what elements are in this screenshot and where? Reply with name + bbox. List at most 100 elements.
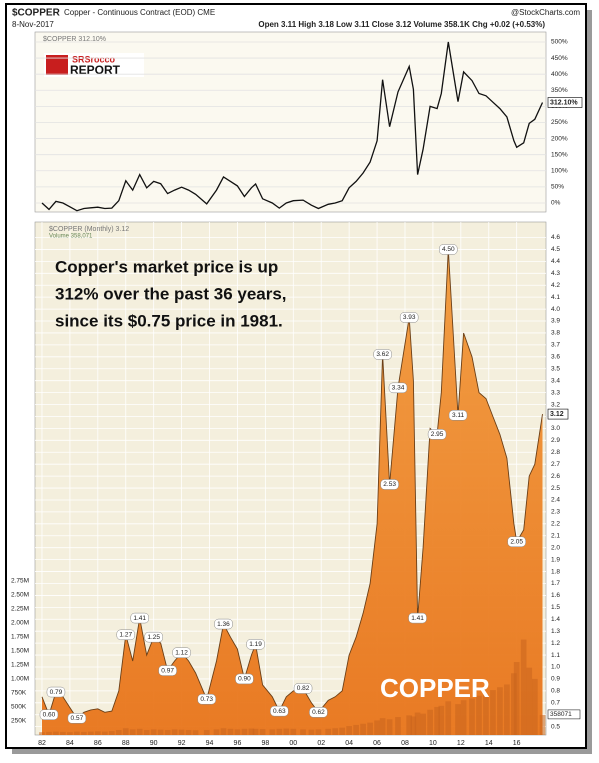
volume-bar: [276, 728, 283, 735]
volume-bar: [300, 729, 306, 735]
volume-bar: [476, 695, 482, 735]
volume-bar: [143, 729, 150, 735]
y-tick-label: 1.5: [551, 604, 560, 611]
y-tick-label: 0.5: [551, 723, 560, 730]
y-tick-label: 200%: [551, 135, 568, 142]
point-label-box: [399, 312, 419, 323]
y-tick-label: 3.4: [551, 377, 560, 384]
legend-entry: Volume 358,071: [49, 234, 93, 240]
y-tick-label: 1.4: [551, 616, 560, 623]
y2-tick-label: 1.50M: [11, 648, 29, 655]
volume-bar: [241, 728, 248, 735]
last-volume-box: [547, 709, 581, 720]
point-label-box: [439, 244, 458, 255]
volume-bar: [367, 722, 373, 735]
y2-tick-label: 750K: [11, 690, 27, 697]
y-tick-label: 4.5: [551, 246, 560, 253]
y-tick-label: 4.2: [551, 282, 560, 289]
point-label: 2.95: [431, 431, 444, 438]
x-tick-label: 92: [178, 740, 186, 747]
x-tick-label: 08: [401, 740, 409, 747]
y-tick-label: 100%: [551, 168, 568, 175]
x-tick-label: 06: [373, 740, 381, 747]
y-tick-label: 250%: [551, 119, 568, 126]
volume-bar: [213, 729, 220, 735]
volume-bar: [360, 723, 366, 735]
point-label-box: [373, 349, 392, 360]
volume-bar: [379, 718, 386, 735]
volume-bar: [94, 731, 101, 735]
logo-top: SRSrocco: [72, 54, 116, 64]
point-label-box: [116, 629, 136, 641]
point-label-box: [309, 707, 328, 718]
y-tick-label: 2.6: [551, 473, 560, 480]
point-label-box: [214, 618, 233, 630]
point-label-box: [158, 665, 177, 676]
volume-bar: [171, 729, 178, 735]
volume-bar: [227, 728, 234, 735]
x-tick-label: 88: [122, 740, 130, 747]
point-label-box: [448, 410, 468, 421]
volume-bar: [539, 714, 546, 735]
point-label-box: [46, 686, 66, 698]
y-tick-label: 1.0: [551, 664, 560, 671]
volume-bar: [150, 729, 157, 735]
point-label: 1.36: [217, 621, 230, 628]
logo-icon: [46, 55, 68, 75]
y-tick-label: 0.8: [551, 688, 560, 695]
y-tick-label: 350%: [551, 87, 568, 94]
x-tick-label: 02: [317, 740, 325, 747]
y-tick-label: 4.6: [551, 234, 560, 241]
volume-bar: [346, 726, 352, 735]
volume-bar: [434, 706, 440, 735]
volume-bar: [122, 728, 129, 735]
y-tick-label: 4.0: [551, 306, 560, 313]
top-panel: [34, 31, 547, 213]
point-label-box: [130, 612, 149, 624]
volume-bar: [445, 701, 452, 735]
y2-tick-label: 1.75M: [11, 633, 29, 640]
volume-bar: [504, 684, 510, 735]
y-tick-label: 1.6: [551, 592, 560, 599]
volume-bar: [252, 728, 259, 735]
y2-tick-label: 1.25M: [11, 662, 29, 669]
point-label: 3.11: [452, 412, 465, 419]
volume-bar: [526, 667, 533, 735]
date: 8-Nov-2017: [12, 20, 54, 29]
point-label: 2.53: [383, 481, 396, 488]
last-value-label: 312.10%: [550, 99, 578, 106]
point-label-box: [246, 639, 265, 650]
point-label: 3.62: [376, 351, 389, 358]
y-tick-label: 2.1: [551, 532, 560, 539]
volume-bar: [469, 698, 475, 735]
volume-bar: [520, 639, 527, 735]
volume-bar: [332, 728, 339, 735]
volume-bar: [414, 712, 421, 735]
legend-entry: $COPPER 312.10%: [43, 36, 106, 43]
point-label: 0.60: [43, 711, 56, 718]
volume-bar: [220, 728, 227, 735]
y2-tick-label: 2.50M: [11, 591, 29, 598]
volume-bar: [164, 729, 171, 735]
point-label-box: [172, 647, 191, 658]
y-tick-label: 150%: [551, 151, 568, 158]
y-tick-label: 3.6: [551, 354, 560, 361]
point-label-box: [293, 683, 313, 694]
last-volume-label: 358071: [550, 711, 572, 718]
y-tick-label: 1.2: [551, 640, 560, 647]
y-tick-label: 3.2: [551, 401, 560, 408]
volume-bar: [513, 662, 520, 735]
x-tick-label: 04: [345, 740, 353, 747]
volume-bar: [290, 728, 297, 735]
x-tick-label: 14: [485, 740, 493, 747]
volume-bar: [386, 719, 393, 735]
point-label-box: [507, 536, 526, 547]
volume-bar: [269, 729, 276, 735]
volume-bar: [60, 731, 66, 735]
point-label-box: [427, 429, 447, 440]
volume-bar: [497, 687, 503, 735]
symbol: $COPPER: [12, 8, 61, 19]
x-tick-label: 00: [289, 740, 297, 747]
volume-bar: [483, 694, 489, 735]
y-tick-label: 2.0: [551, 544, 560, 551]
